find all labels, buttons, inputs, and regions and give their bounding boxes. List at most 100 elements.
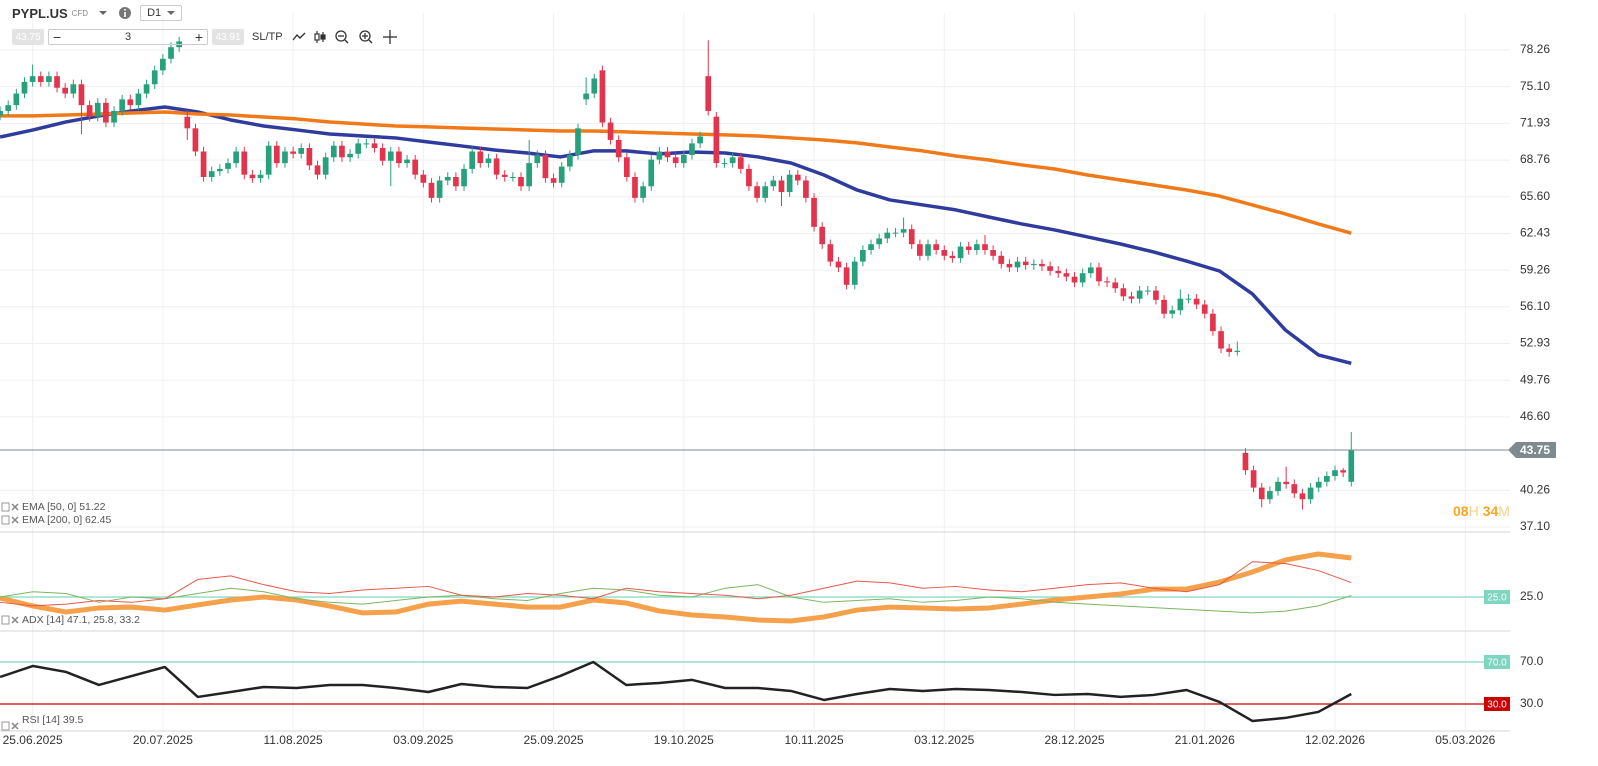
volume: 3 [124, 31, 132, 43]
candle-body [965, 246, 972, 251]
candle-body [241, 151, 248, 175]
candle-body [705, 76, 712, 111]
candle-body [607, 122, 614, 140]
candle-body [843, 267, 850, 285]
line-tool[interactable] [292, 32, 306, 41]
legend-remove[interactable] [11, 616, 19, 624]
candle-body [778, 180, 785, 193]
candle-body [404, 159, 410, 164]
candle-body [444, 176, 451, 181]
candle-body [827, 244, 834, 262]
candle-body [510, 176, 516, 178]
candle-body [567, 154, 573, 167]
candle-body [721, 163, 728, 165]
candle-body [111, 110, 117, 123]
legend-remove[interactable] [11, 722, 19, 730]
candle-body [990, 250, 996, 256]
candle-body [322, 157, 329, 175]
candle-body [526, 163, 533, 187]
candle-body [184, 116, 191, 129]
candle-body [908, 229, 915, 245]
candle-body [94, 102, 101, 117]
candle-body [973, 244, 980, 251]
candle-body [623, 157, 630, 177]
ema-line [0, 110, 1352, 235]
candle-body [1201, 304, 1208, 314]
x-tick-label: 05.03.2026 [1435, 733, 1495, 747]
candle-body [925, 244, 931, 256]
candle-body [1128, 296, 1135, 299]
candle-body [363, 143, 370, 145]
candle-body [1006, 263, 1013, 268]
candle-body [160, 58, 166, 71]
candle-body [21, 81, 28, 94]
indicator-legend: EMA [50, 0] 51.22 [22, 501, 106, 513]
candle-body [1226, 348, 1233, 353]
symbol-dropdown[interactable] [98, 8, 108, 18]
candle-body [290, 151, 296, 154]
candle-tool[interactable] [313, 31, 326, 43]
candle-body [518, 176, 524, 187]
x-tick-label: 03.09.2025 [393, 733, 453, 747]
candle-body [729, 157, 736, 164]
candle-body [1185, 298, 1192, 300]
buy-button[interactable]: 43.91 [212, 29, 244, 45]
candle-body [542, 154, 549, 179]
indicator-legend: ADX [14] 47.1, 25.8, 33.2 [22, 614, 140, 626]
pan-tool[interactable] [382, 30, 397, 44]
volume-input[interactable]: − 3 + [48, 29, 208, 45]
symbol[interactable]: PYPL.US [12, 5, 68, 21]
candle-body [5, 105, 12, 111]
candle-body [860, 250, 866, 262]
candle-body [127, 99, 134, 106]
timeframe-caret [167, 11, 176, 15]
indicator-line [0, 660, 1352, 723]
y-tick-label: 71.93 [1520, 116, 1550, 130]
candle-body [1030, 263, 1037, 266]
candle-body [1087, 267, 1094, 274]
timeframe-select[interactable]: D1 [140, 5, 183, 21]
info-icon[interactable] [118, 6, 132, 20]
candle-body [1307, 487, 1314, 500]
x-tick-label: 20.07.2025 [133, 733, 193, 747]
legend-remove[interactable] [11, 516, 19, 524]
candle-body [461, 168, 467, 187]
sltp-button[interactable]: SL/TP [252, 31, 283, 43]
zoom-out[interactable] [334, 30, 349, 44]
y-tick-label: 56.10 [1520, 299, 1550, 313]
y-tick-label: 25.0 [1520, 589, 1544, 603]
increase[interactable]: + [194, 29, 203, 45]
candle-body [575, 128, 581, 155]
candle-body [664, 151, 671, 158]
candle-body [379, 148, 386, 161]
candle-body [1324, 476, 1330, 482]
candle-body [208, 171, 215, 177]
candle-body [135, 93, 142, 106]
legend-remove[interactable] [11, 503, 19, 511]
candle-body [868, 244, 874, 251]
candle-body [1250, 470, 1257, 488]
candle-body [1039, 263, 1045, 267]
zoom-in[interactable] [358, 30, 373, 44]
candle-body [1234, 350, 1241, 353]
instrument-type: CFD [71, 8, 89, 18]
ask-price: 43.91 [215, 31, 241, 43]
decrease[interactable]: − [53, 29, 62, 45]
candle-body [420, 174, 427, 183]
timeframe: D1 [147, 7, 162, 19]
candle-body [640, 186, 646, 198]
sell-button[interactable]: 43.75 [12, 29, 44, 45]
countdown-part: M [1498, 503, 1510, 519]
candle-body [314, 165, 321, 175]
candle-body [1120, 288, 1127, 297]
tool-icons [292, 30, 397, 44]
candle-body [1136, 290, 1143, 299]
y-tick-label: 78.26 [1520, 42, 1550, 56]
candle-body [54, 76, 60, 88]
candle-body [892, 232, 899, 234]
x-tick-label: 25.09.2025 [524, 733, 584, 747]
candle-body [1299, 493, 1306, 500]
candle-body [558, 166, 565, 183]
candle-body [493, 158, 500, 175]
